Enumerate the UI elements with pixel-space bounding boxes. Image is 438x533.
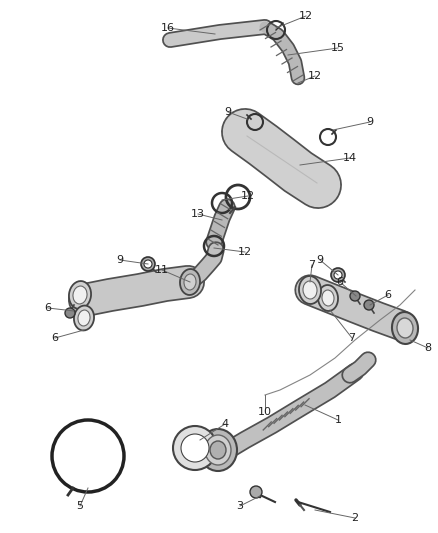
Ellipse shape bbox=[199, 429, 237, 471]
Ellipse shape bbox=[78, 310, 90, 326]
Text: 10: 10 bbox=[258, 407, 272, 417]
Text: 12: 12 bbox=[238, 247, 252, 257]
Circle shape bbox=[364, 300, 374, 310]
Text: 8: 8 bbox=[424, 343, 431, 353]
Ellipse shape bbox=[210, 441, 226, 459]
Text: 12: 12 bbox=[299, 11, 313, 21]
Text: 1: 1 bbox=[335, 415, 342, 425]
Text: 9: 9 bbox=[224, 107, 232, 117]
Ellipse shape bbox=[74, 305, 94, 330]
Text: 7: 7 bbox=[308, 260, 315, 270]
Circle shape bbox=[173, 426, 217, 470]
Text: 6: 6 bbox=[336, 277, 343, 287]
Ellipse shape bbox=[73, 286, 87, 304]
Text: 9: 9 bbox=[117, 255, 124, 265]
Circle shape bbox=[141, 257, 155, 271]
Text: 16: 16 bbox=[161, 23, 175, 33]
Ellipse shape bbox=[318, 285, 338, 311]
Text: 7: 7 bbox=[349, 333, 356, 343]
Text: 12: 12 bbox=[308, 71, 322, 81]
Text: 4: 4 bbox=[222, 419, 229, 429]
Ellipse shape bbox=[392, 312, 418, 344]
Ellipse shape bbox=[69, 281, 91, 309]
Ellipse shape bbox=[397, 318, 413, 338]
Circle shape bbox=[350, 291, 360, 301]
Text: 11: 11 bbox=[155, 265, 169, 275]
Circle shape bbox=[181, 434, 209, 462]
Text: 6: 6 bbox=[385, 290, 392, 300]
Ellipse shape bbox=[303, 281, 317, 299]
Ellipse shape bbox=[322, 290, 334, 306]
Text: 12: 12 bbox=[241, 191, 255, 201]
Text: 5: 5 bbox=[77, 501, 84, 511]
Text: 15: 15 bbox=[331, 43, 345, 53]
Text: 14: 14 bbox=[343, 153, 357, 163]
Circle shape bbox=[144, 260, 152, 268]
Circle shape bbox=[331, 268, 345, 282]
Ellipse shape bbox=[184, 274, 196, 290]
Circle shape bbox=[65, 308, 75, 318]
Text: 6: 6 bbox=[45, 303, 52, 313]
Text: 13: 13 bbox=[191, 209, 205, 219]
Text: 9: 9 bbox=[316, 255, 324, 265]
Ellipse shape bbox=[180, 269, 200, 295]
Text: 6: 6 bbox=[52, 333, 59, 343]
Circle shape bbox=[334, 271, 342, 279]
Ellipse shape bbox=[205, 435, 231, 465]
Text: 9: 9 bbox=[367, 117, 374, 127]
Ellipse shape bbox=[299, 276, 321, 304]
Text: 2: 2 bbox=[351, 513, 359, 523]
Text: 3: 3 bbox=[237, 501, 244, 511]
Circle shape bbox=[250, 486, 262, 498]
